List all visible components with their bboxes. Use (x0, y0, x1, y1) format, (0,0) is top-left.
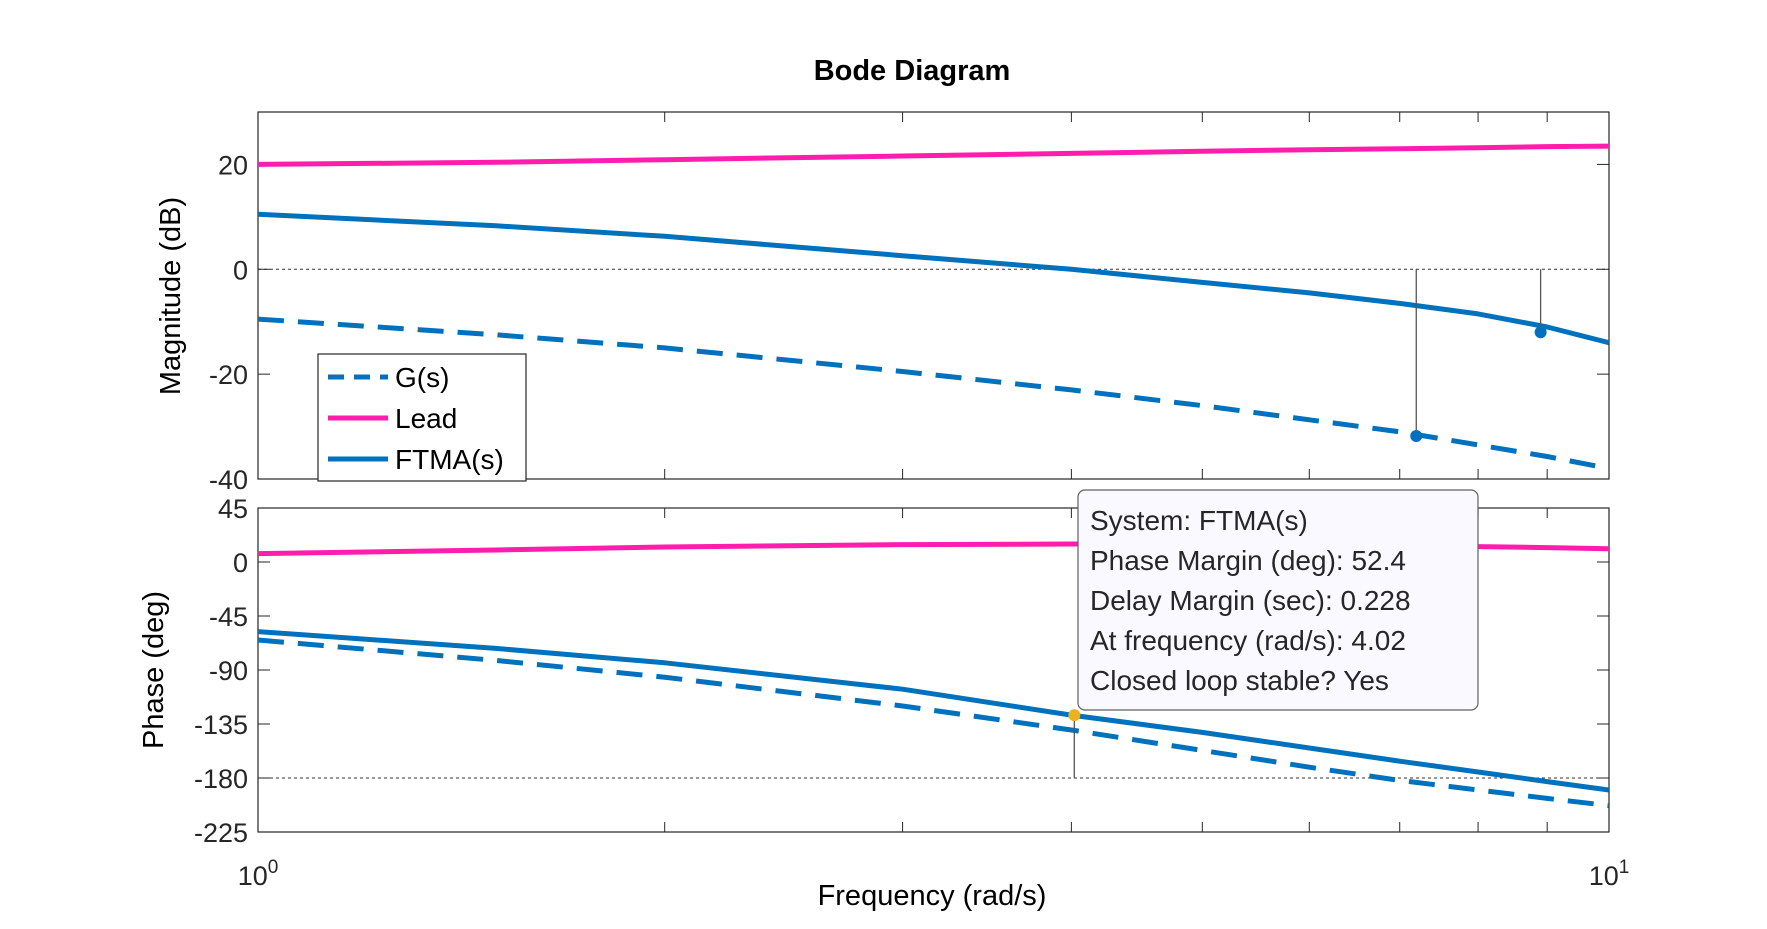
y-tick-label: 0 (233, 255, 248, 285)
magnitude-series (258, 143, 1609, 471)
magnitude-ticks: -40 -20 0 20 (209, 112, 1610, 495)
magnitude-series-ftma[interactable] (258, 211, 1609, 346)
frequency-axis-label: Frequency (rad/s) (818, 880, 1047, 912)
phase-margin-datatip[interactable]: System: FTMA(s) Phase Margin (deg): 52.4… (1077, 489, 1479, 711)
margin-marker-point[interactable] (1534, 326, 1547, 339)
y-tick-label: -180 (194, 764, 248, 794)
y-tick-label: -90 (209, 656, 248, 686)
y-tick-label: -40 (209, 465, 248, 495)
phase-axis-label: Phase (deg) (138, 591, 170, 749)
legend-label-lead: Lead (395, 403, 457, 434)
margin-marker-point[interactable] (1068, 709, 1081, 722)
datatip-line-phase-margin: Phase Margin (deg): 52.4 (1090, 545, 1406, 576)
y-tick-label: 45 (218, 494, 248, 524)
phase-margin-markers[interactable] (1068, 709, 1081, 778)
datatip-line-delay-margin: Delay Margin (sec): 0.228 (1090, 585, 1411, 616)
y-tick-label: -20 (209, 360, 248, 390)
y-tick-label: 20 (218, 150, 248, 180)
frequency-tick-labels: 100 101 (238, 857, 1630, 891)
legend[interactable]: G(s) Lead FTMA(s) (317, 353, 527, 482)
y-tick-label: 0 (233, 548, 248, 578)
datatip-line-frequency: At frequency (rad/s): 4.02 (1090, 625, 1406, 656)
y-tick-label: -225 (194, 818, 248, 848)
margin-marker-point[interactable] (1410, 430, 1423, 443)
y-tick-label: -45 (209, 602, 248, 632)
y-tick-label: -135 (194, 710, 248, 740)
chart-title: Bode Diagram (814, 55, 1011, 87)
legend-label-ftma: FTMA(s) (395, 444, 504, 475)
datatip-line-stability: Closed loop stable? Yes (1090, 665, 1389, 696)
magnitude-series-g[interactable] (258, 316, 1609, 471)
datatip-line-system: System: FTMA(s) (1090, 505, 1308, 536)
phase-series-g[interactable] (258, 637, 1609, 809)
datatip-box (1077, 489, 1479, 711)
magnitude-axis-label: Magnitude (dB) (155, 197, 187, 395)
magnitude-margin-markers[interactable] (1410, 269, 1547, 443)
x-tick-label-10: 101 (1589, 857, 1630, 891)
x-tick-label-1: 100 (238, 857, 279, 891)
legend-label-g: G(s) (395, 362, 449, 393)
phase-ticks: 45 0 -45 -90 -135 -180 -225 (194, 494, 1610, 848)
phase-series-ftma[interactable] (258, 629, 1609, 793)
magnitude-series-lead[interactable] (258, 143, 1609, 167)
